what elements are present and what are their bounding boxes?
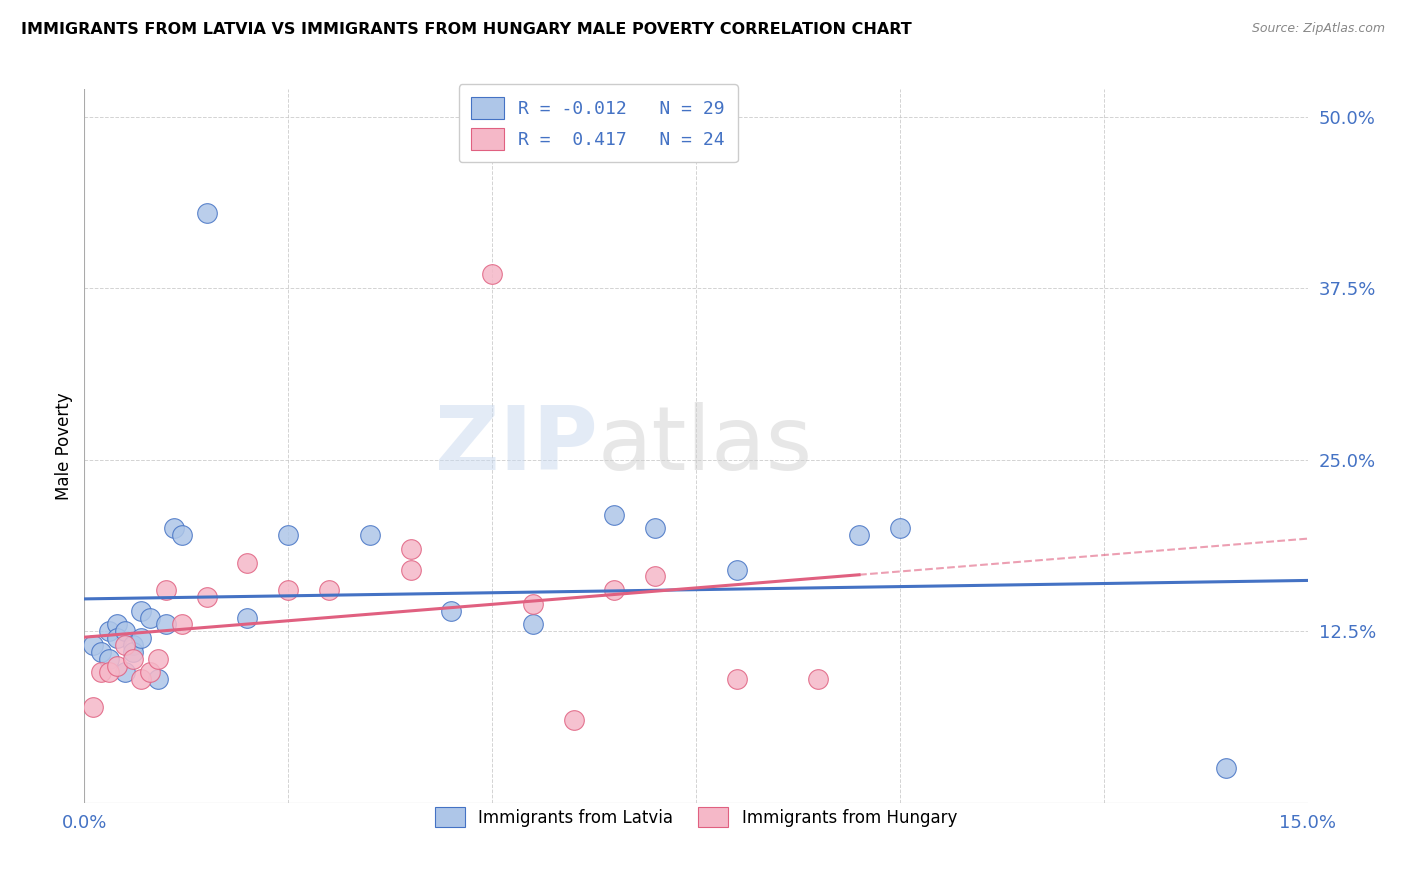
- Point: [114, 638, 136, 652]
- Point: [131, 673, 153, 687]
- Point: [359, 528, 381, 542]
- Text: atlas: atlas: [598, 402, 813, 490]
- Point: [105, 631, 128, 645]
- Point: [138, 610, 160, 624]
- Text: ZIP: ZIP: [436, 402, 598, 490]
- Point: [97, 665, 120, 680]
- Point: [146, 673, 169, 687]
- Point: [889, 521, 911, 535]
- Point: [236, 610, 259, 624]
- Point: [1215, 762, 1237, 776]
- Point: [131, 604, 153, 618]
- Point: [90, 645, 112, 659]
- Point: [522, 617, 544, 632]
- Point: [131, 631, 153, 645]
- Legend: Immigrants from Latvia, Immigrants from Hungary: Immigrants from Latvia, Immigrants from …: [425, 797, 967, 838]
- Point: [122, 638, 145, 652]
- Point: [399, 562, 422, 576]
- Point: [97, 624, 120, 639]
- Point: [146, 651, 169, 665]
- Point: [603, 508, 626, 522]
- Point: [97, 651, 120, 665]
- Point: [105, 617, 128, 632]
- Point: [138, 665, 160, 680]
- Point: [172, 617, 194, 632]
- Point: [163, 521, 186, 535]
- Text: IMMIGRANTS FROM LATVIA VS IMMIGRANTS FROM HUNGARY MALE POVERTY CORRELATION CHART: IMMIGRANTS FROM LATVIA VS IMMIGRANTS FRO…: [21, 22, 912, 37]
- Point: [122, 651, 145, 665]
- Point: [82, 638, 104, 652]
- Text: Source: ZipAtlas.com: Source: ZipAtlas.com: [1251, 22, 1385, 36]
- Point: [195, 205, 218, 219]
- Point: [481, 268, 503, 282]
- Point: [725, 673, 748, 687]
- Point: [277, 583, 299, 598]
- Point: [90, 665, 112, 680]
- Point: [644, 521, 666, 535]
- Point: [644, 569, 666, 583]
- Point: [318, 583, 340, 598]
- Point: [399, 541, 422, 556]
- Point: [114, 665, 136, 680]
- Point: [848, 528, 870, 542]
- Point: [440, 604, 463, 618]
- Point: [114, 624, 136, 639]
- Point: [807, 673, 830, 687]
- Point: [172, 528, 194, 542]
- Point: [236, 556, 259, 570]
- Y-axis label: Male Poverty: Male Poverty: [55, 392, 73, 500]
- Point: [195, 590, 218, 604]
- Point: [725, 562, 748, 576]
- Point: [82, 699, 104, 714]
- Point: [105, 658, 128, 673]
- Point: [122, 645, 145, 659]
- Point: [522, 597, 544, 611]
- Point: [155, 583, 177, 598]
- Point: [562, 714, 585, 728]
- Point: [155, 617, 177, 632]
- Point: [603, 583, 626, 598]
- Point: [277, 528, 299, 542]
